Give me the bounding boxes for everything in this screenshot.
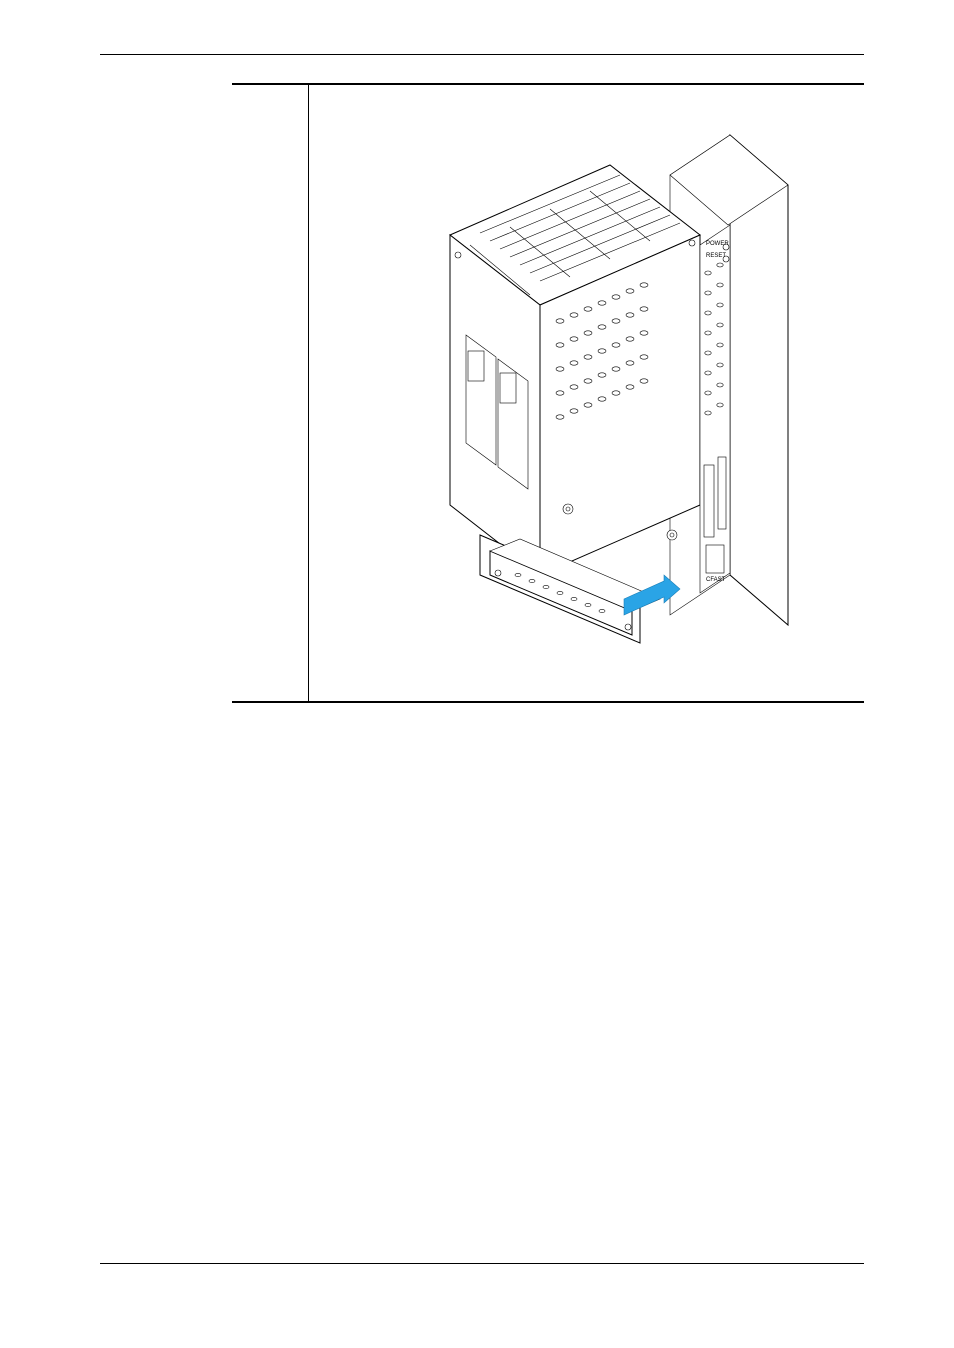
cell-step [232,84,308,702]
top-rule [100,54,864,55]
label-reset: RESET [706,253,726,259]
cell-action: POWER RESET CFAST [308,84,864,702]
figure-wrap: POWER RESET CFAST [321,93,853,677]
table-row: POWER RESET CFAST [232,84,864,702]
cell-action-inner: POWER RESET CFAST [309,85,865,701]
io-panel: POWER RESET CFAST [700,225,730,593]
label-cfast: CFAST [706,577,726,583]
page: POWER RESET CFAST [0,0,954,1348]
label-power: POWER [706,241,729,247]
chassis-diagram: POWER RESET CFAST [370,105,802,665]
content-area: POWER RESET CFAST [232,83,864,703]
step-number [232,85,308,101]
step-table: POWER RESET CFAST [232,83,864,703]
bottom-rule [100,1263,864,1264]
